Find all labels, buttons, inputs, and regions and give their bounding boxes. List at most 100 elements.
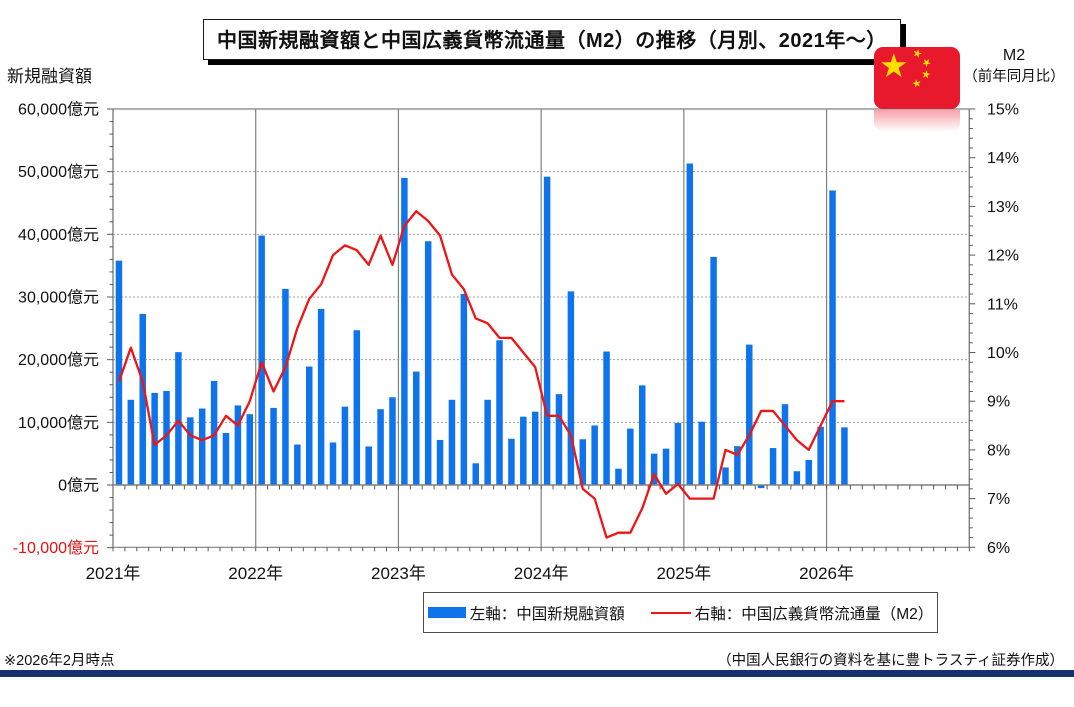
bar-2024-01 bbox=[543, 176, 551, 485]
bar-2022-02 bbox=[270, 407, 277, 485]
bar-2021-10 bbox=[222, 432, 230, 485]
right-axis-tick-label: 12% bbox=[987, 248, 1019, 265]
left-axis-tick-label: 0億元 bbox=[58, 477, 99, 495]
year-label: 2024年 bbox=[514, 564, 569, 583]
bar-2023-01 bbox=[401, 177, 408, 485]
year-label: 2021年 bbox=[86, 564, 141, 583]
legend-bar-swatch-icon bbox=[427, 607, 466, 618]
bar-2024-03 bbox=[567, 291, 575, 485]
right-axis-tick-label: 15% bbox=[987, 102, 1019, 119]
bar-2021-02 bbox=[127, 399, 135, 485]
bar-2023-09 bbox=[496, 340, 503, 485]
bar-2024-11 bbox=[662, 448, 670, 485]
legend-line-swatch-icon bbox=[650, 611, 691, 614]
bar-2024-12 bbox=[674, 422, 682, 485]
bar-2025-04 bbox=[722, 467, 729, 485]
bar-2024-07 bbox=[615, 468, 622, 485]
left-axis-tick-label: 10,000億元 bbox=[18, 414, 99, 432]
bar-2025-02 bbox=[698, 421, 705, 485]
bar-2023-03 bbox=[424, 241, 432, 485]
bar-2026-01 bbox=[829, 190, 836, 485]
bar-2022-04 bbox=[294, 444, 301, 485]
bar-2025-12 bbox=[817, 426, 824, 485]
bar-2022-06 bbox=[317, 308, 325, 485]
bar-2026-02 bbox=[841, 427, 848, 485]
right-axis-title: M2 （前年同月比） bbox=[958, 44, 1070, 88]
bar-2021-06 bbox=[175, 352, 182, 485]
bar-2021-01 bbox=[115, 260, 123, 485]
bar-2023-04 bbox=[436, 439, 444, 485]
year-label: 2022年 bbox=[228, 564, 283, 583]
bar-2022-01 bbox=[258, 235, 265, 485]
legend-item-bars: 左軸：中国新規融資額 bbox=[427, 602, 625, 624]
bar-2021-09 bbox=[210, 380, 218, 485]
bar-2021-03 bbox=[139, 313, 146, 485]
bar-2022-11 bbox=[377, 409, 384, 485]
right-axis-tick-label: 7% bbox=[987, 491, 1010, 508]
left-axis-tick-label: 20,000億元 bbox=[18, 351, 99, 369]
bar-2022-09 bbox=[353, 330, 361, 485]
bar-2025-05 bbox=[734, 446, 741, 485]
bar-2025-11 bbox=[805, 459, 812, 485]
bar-2025-01 bbox=[686, 163, 694, 485]
bar-2024-08 bbox=[627, 428, 634, 485]
bar-2022-08 bbox=[341, 406, 349, 485]
bar-2023-08 bbox=[484, 399, 491, 485]
bar-2022-12 bbox=[389, 397, 396, 485]
bar-2021-08 bbox=[198, 408, 206, 485]
chart-title-text: 中国新規融資額と中国広義貨幣流通量（M2）の推移（月別、2021年～） bbox=[217, 30, 887, 52]
bar-2025-07 bbox=[757, 485, 765, 489]
year-label: 2023年 bbox=[371, 564, 426, 583]
bar-2023-02 bbox=[413, 371, 420, 485]
bar-2023-07 bbox=[472, 463, 479, 485]
bottom-divider bbox=[0, 670, 1074, 677]
bar-2024-06 bbox=[603, 351, 610, 485]
bar-2021-05 bbox=[163, 391, 170, 485]
footnote-source: （中国人民銀行の資料を基に豊トラスティ証券作成） bbox=[717, 653, 1064, 669]
year-label: 2026年 bbox=[799, 564, 854, 583]
bar-2023-12 bbox=[531, 411, 539, 485]
right-axis-tick-label: 11% bbox=[987, 296, 1018, 313]
footnote-as-of-date: ※2026年2月時点 bbox=[4, 653, 115, 669]
china-flag-icon: ★ ★ ★ ★ ★ bbox=[874, 47, 960, 109]
left-axis-tick-label: 50,000億元 bbox=[18, 163, 99, 181]
bar-2023-10 bbox=[508, 438, 515, 485]
flag-small-star-icon: ★ bbox=[910, 77, 923, 91]
m2-line bbox=[117, 210, 845, 539]
bar-2021-12 bbox=[246, 414, 254, 485]
bar-2024-05 bbox=[591, 425, 598, 485]
right-axis-tick-label: 6% bbox=[987, 540, 1010, 557]
bar-2022-05 bbox=[305, 366, 313, 485]
bar-2025-06 bbox=[746, 344, 753, 485]
bar-2025-08 bbox=[769, 448, 777, 485]
chart-title: 中国新規融資額と中国広義貨幣流通量（M2）の推移（月別、2021年～） bbox=[203, 19, 901, 60]
right-axis-tick-label: 9% bbox=[987, 394, 1010, 411]
bar-2024-04 bbox=[579, 439, 587, 485]
bar-2025-10 bbox=[793, 471, 801, 485]
flag-reflection bbox=[874, 110, 960, 132]
right-axis-tick-label: 13% bbox=[987, 199, 1019, 216]
right-axis-title-line2: （前年同月比） bbox=[963, 69, 1065, 86]
right-axis-tick-label: 10% bbox=[987, 345, 1019, 362]
left-axis-title: 新規融資額 bbox=[7, 67, 92, 86]
left-axis-tick-label: 60,000億元 bbox=[18, 101, 99, 119]
left-axis-tick-label: 40,000億元 bbox=[18, 226, 99, 244]
legend-line-label: 右軸：中国広義貨幣流通量（M2） bbox=[694, 605, 934, 623]
legend-bar-label: 左軸：中国新規融資額 bbox=[469, 605, 625, 623]
bar-2024-10 bbox=[650, 453, 658, 485]
right-axis-tick-label: 8% bbox=[987, 442, 1010, 459]
flag-small-star-icon: ★ bbox=[920, 68, 932, 82]
legend: 左軸：中国新規融資額 右軸：中国広義貨幣流通量（M2） bbox=[423, 592, 938, 633]
flag-large-star-icon: ★ bbox=[879, 47, 909, 84]
bar-2023-11 bbox=[520, 416, 527, 485]
left-axis-tick-label: -10,000億元 bbox=[13, 539, 99, 557]
bar-2024-09 bbox=[638, 385, 646, 485]
bar-2022-07 bbox=[329, 442, 337, 485]
right-axis-tick-label: 14% bbox=[987, 150, 1019, 167]
left-axis-tick-label: 30,000億元 bbox=[18, 289, 99, 307]
bar-2022-03 bbox=[282, 288, 289, 485]
legend-item-line: 右軸：中国広義貨幣流通量（M2） bbox=[650, 602, 934, 624]
bar-2023-05 bbox=[448, 399, 456, 485]
